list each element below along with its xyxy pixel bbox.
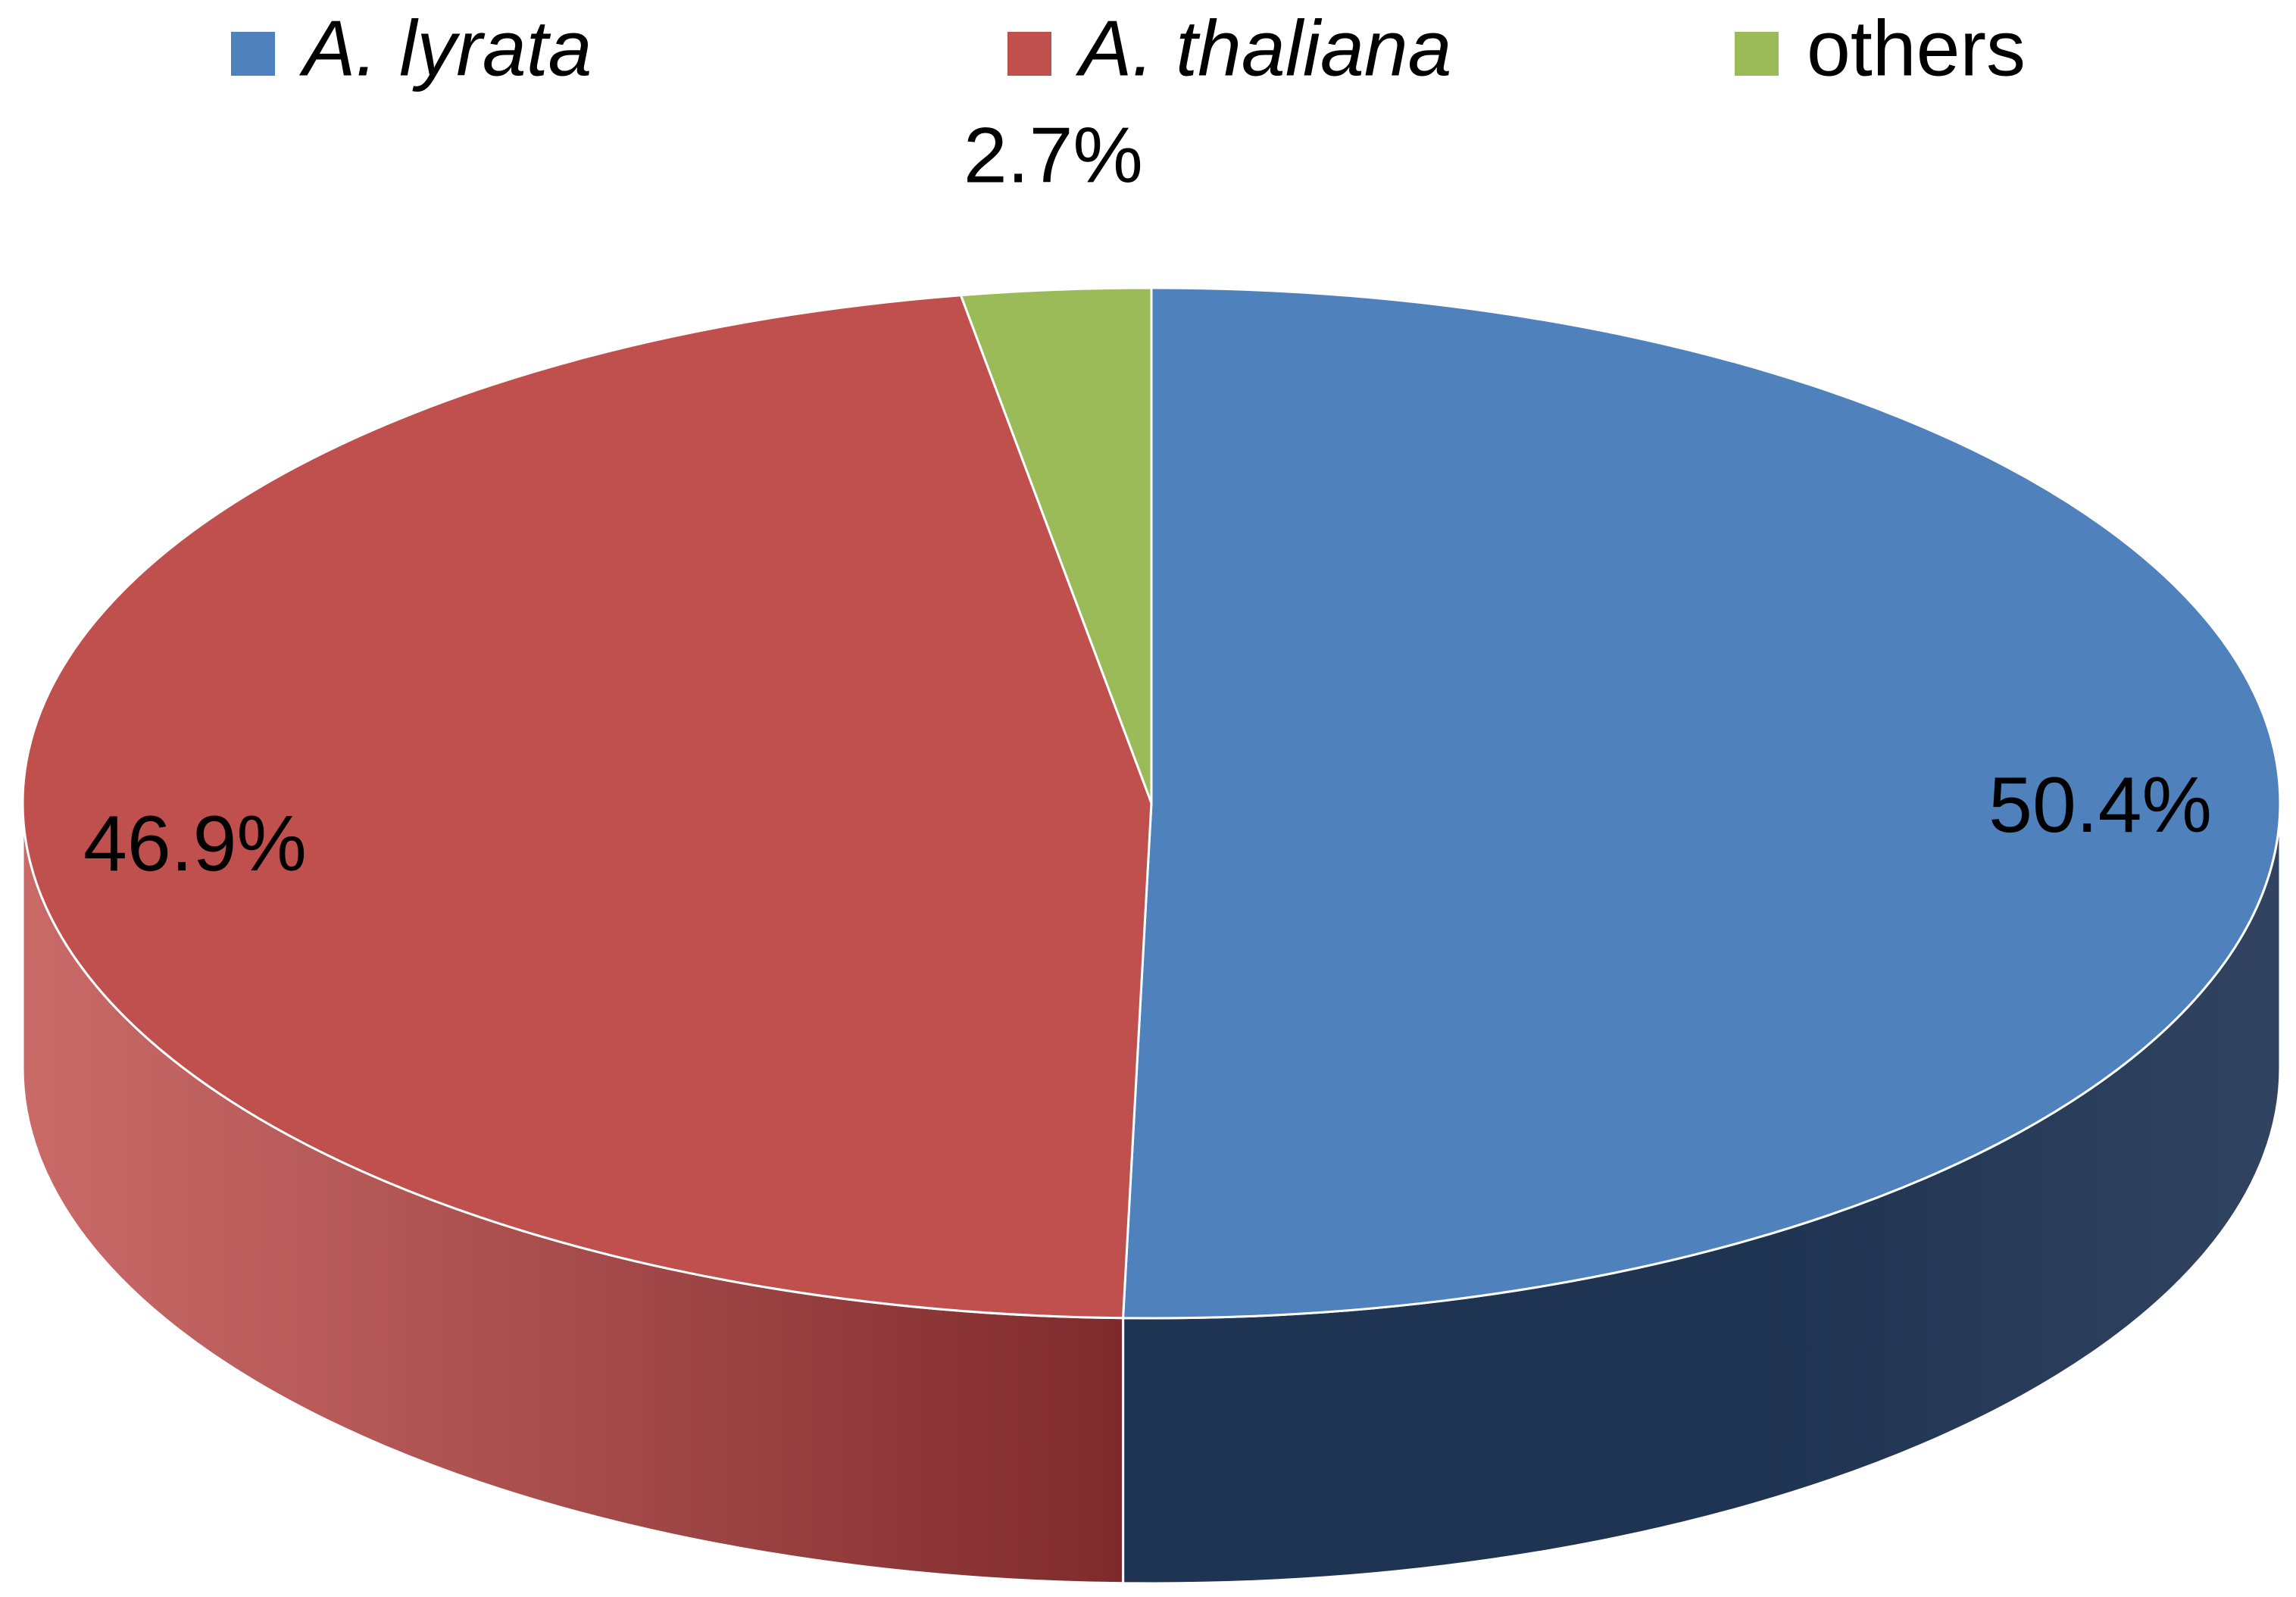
- legend-label-others: others: [1807, 5, 2026, 92]
- pie-slice-others: [959, 286, 1153, 805]
- legend-swatch-others: [1735, 32, 1779, 76]
- pie-slice-a-lyrata: [1122, 286, 2282, 1320]
- legend-item-a-thaliana: A. thaliana: [1007, 5, 1451, 92]
- pie-top-faces: [21, 286, 2282, 1320]
- legend-item-a-lyrata: A. lyrata: [231, 5, 592, 92]
- legend-swatch-a-lyrata: [231, 32, 275, 76]
- legend-swatch-a-thaliana: [1007, 32, 1051, 76]
- data-label-others: 2.7%: [964, 112, 1143, 200]
- legend-label-a-thaliana: A. thaliana: [1075, 5, 1451, 92]
- data-labels: 50.4% 46.9% 2.7%: [83, 112, 2212, 888]
- data-label-a-thaliana: 46.9%: [83, 800, 307, 888]
- legend: A. lyrata A. thaliana others: [231, 5, 2026, 92]
- data-label-a-lyrata: 50.4%: [1988, 761, 2212, 849]
- pie-slice-a-thaliana: [21, 294, 1153, 1320]
- legend-item-others: others: [1735, 5, 2026, 92]
- legend-label-a-lyrata: A. lyrata: [298, 5, 592, 92]
